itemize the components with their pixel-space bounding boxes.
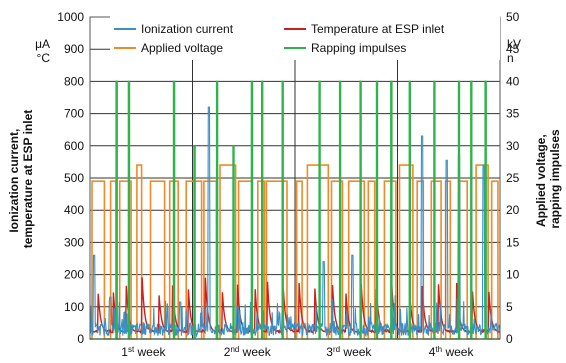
left-axis-title-line2: temperature at ESP inlet bbox=[21, 110, 35, 249]
right-tick-label: 40 bbox=[506, 74, 520, 88]
legend-label-applied-voltage: Applied voltage bbox=[141, 41, 223, 55]
left-axis-ticks: 0 100 200 300 400 500 600 700 800 900 1000 bbox=[57, 10, 84, 346]
left-tick-label: 200 bbox=[64, 268, 84, 282]
left-tick-label: 300 bbox=[64, 235, 84, 249]
right-axis-ticks: 0 5 10 15 20 25 30 35 40 45 50 bbox=[506, 10, 520, 346]
right-tick-label: 0 bbox=[506, 332, 513, 346]
x-tick-label: 2nd week bbox=[224, 345, 272, 360]
left-tick-label: 900 bbox=[64, 42, 84, 56]
x-axis-labels: 1st week 2nd week 3rd week 4th week bbox=[121, 345, 474, 360]
legend-box bbox=[110, 14, 500, 60]
right-tick-label: 50 bbox=[506, 10, 520, 24]
right-unit-n: n bbox=[507, 51, 514, 65]
right-tick-label: 35 bbox=[506, 107, 520, 121]
legend-label-rapping-impulses: Rapping impulses bbox=[311, 41, 406, 55]
left-tick-label: 700 bbox=[64, 107, 84, 121]
right-tick-label: 45 bbox=[506, 42, 520, 56]
left-tick-label: 0 bbox=[77, 332, 84, 346]
legend-label-ionization-current: Ionization current bbox=[141, 22, 234, 36]
x-tick-label: 4th week bbox=[429, 345, 475, 360]
right-tick-label: 15 bbox=[506, 235, 520, 249]
right-unit-kv: kV bbox=[507, 37, 521, 51]
right-tick-label: 5 bbox=[506, 300, 513, 314]
left-axis-title: Ionization current, temperature at ESP i… bbox=[7, 110, 35, 249]
right-axis-title-line2: rapping impulses bbox=[548, 129, 562, 229]
right-axis-title: Applied voltage, rapping impulses bbox=[534, 129, 562, 229]
right-axis-title-line1: Applied voltage, bbox=[534, 134, 548, 227]
x-tick-label: 1st week bbox=[121, 345, 166, 360]
left-tick-label: 100 bbox=[64, 300, 84, 314]
left-tick-label: 800 bbox=[64, 74, 84, 88]
legend: Ionization current Temperature at ESP in… bbox=[110, 14, 500, 60]
left-tick-label: 1000 bbox=[57, 10, 84, 24]
right-tick-label: 30 bbox=[506, 139, 520, 153]
right-tick-label: 10 bbox=[506, 268, 520, 282]
right-tick-label: 25 bbox=[506, 171, 520, 185]
left-unit-degc: °C bbox=[37, 51, 51, 65]
right-tick-label: 20 bbox=[506, 203, 520, 217]
series-ionization-current bbox=[89, 106, 501, 338]
left-tick-label: 600 bbox=[64, 139, 84, 153]
x-tick-label: 3rd week bbox=[326, 345, 372, 360]
left-unit-ua: μA bbox=[35, 37, 50, 51]
left-tick-label: 500 bbox=[64, 171, 84, 185]
left-tick-label: 400 bbox=[64, 203, 84, 217]
legend-label-temperature: Temperature at ESP inlet bbox=[311, 22, 445, 36]
left-axis-title-line1: Ionization current, bbox=[7, 129, 21, 233]
